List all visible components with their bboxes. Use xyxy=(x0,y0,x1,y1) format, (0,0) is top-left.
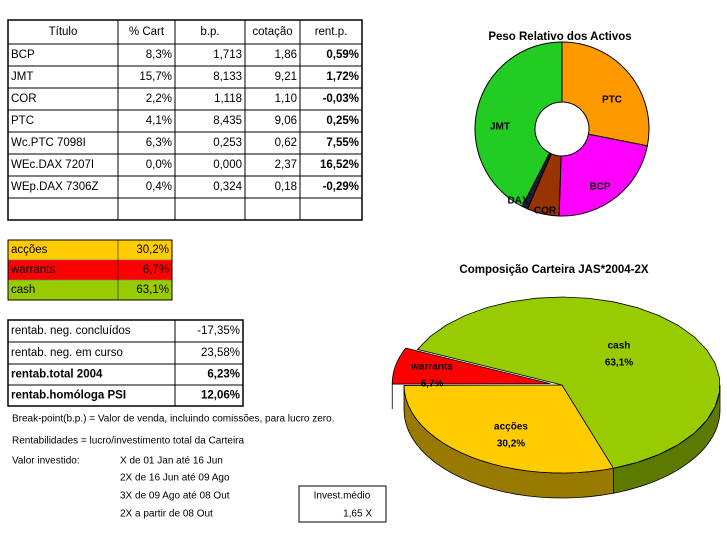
row-label: COR xyxy=(11,93,37,105)
header-cell: rent.p. xyxy=(315,26,348,38)
cell: 7,55% xyxy=(326,137,359,149)
cell: 0,18 xyxy=(275,181,297,193)
note: X de 01 Jan até 16 Jun xyxy=(120,456,223,467)
table-border xyxy=(7,19,363,221)
cell: -0,29% xyxy=(323,181,359,193)
table-border xyxy=(7,239,173,301)
table-border xyxy=(7,319,244,407)
donut-slice xyxy=(561,41,650,147)
slice-label: PTC xyxy=(602,95,622,106)
row-label: cash xyxy=(11,284,35,296)
cell: -17,35% xyxy=(197,325,240,337)
pie-slice xyxy=(403,384,615,474)
value-label: 30,2% xyxy=(497,439,525,450)
cell: 30,2% xyxy=(136,244,169,256)
cell: 8,3% xyxy=(146,49,172,61)
pie-slice xyxy=(391,347,551,385)
row-label: WEc.DAX 7207I xyxy=(11,159,94,171)
slice-label: cash xyxy=(608,341,631,352)
slice-label: warrants xyxy=(410,362,453,373)
slice-label: BCP xyxy=(589,182,610,193)
cell: 1,118 xyxy=(214,93,242,105)
header-cell: Título xyxy=(49,26,78,38)
note: Break-point(b.p.) = Valor de venda, incl… xyxy=(12,414,334,425)
note: 2X a partir de 08 Out xyxy=(120,509,213,520)
row-label: Wc.PTC 7098I xyxy=(11,137,86,149)
cell: 15,7% xyxy=(139,71,172,83)
row-label: rentab. neg. concluídos xyxy=(11,325,131,337)
cell: 4,1% xyxy=(146,115,172,127)
value-label: 63,1% xyxy=(605,358,633,369)
cell: 0,0% xyxy=(146,159,172,171)
cell: 23,58% xyxy=(201,347,240,359)
cell: 1,86 xyxy=(275,49,297,61)
slice-label: JMT xyxy=(490,122,510,133)
chart-title: Peso Relativo dos Activos xyxy=(488,31,631,43)
cell: 8,133 xyxy=(213,71,242,83)
row-label: WEp.DAX 7306Z xyxy=(11,181,99,193)
row-label: BCP xyxy=(11,49,35,61)
cell: 9,06 xyxy=(275,115,297,127)
cell: 0,324 xyxy=(213,181,242,193)
cell: 63,1% xyxy=(136,284,169,296)
chart-title: Composição Carteira JAS*2004-2X xyxy=(459,264,649,276)
header-cell: % Cart xyxy=(129,26,165,38)
cell: 6,23% xyxy=(207,369,240,381)
value-label: 6,7% xyxy=(421,379,444,390)
cell: 0,25% xyxy=(326,115,359,127)
pie-slice xyxy=(416,296,720,469)
average-value: 1,65 X xyxy=(343,509,372,520)
note: 2X de 16 Jun até 09 Ago xyxy=(120,473,230,484)
row-label: rentab.total 2004 xyxy=(11,369,103,381)
cell: 2,2% xyxy=(146,93,172,105)
cell: 12,06% xyxy=(201,390,240,402)
slice-label: COR xyxy=(534,206,557,217)
row-label: rentab.homóloga PSI xyxy=(11,390,126,402)
cell: 1,10 xyxy=(275,93,297,105)
table-border xyxy=(298,485,387,523)
cell: 0,4% xyxy=(146,181,172,193)
cell: 1,713 xyxy=(213,49,242,61)
slice-label: DAX xyxy=(507,196,528,207)
note: 3X de 09 Ago até 08 Out xyxy=(120,491,230,502)
row-label: acções xyxy=(11,244,48,256)
cell: 0,59% xyxy=(326,49,359,61)
cell: 0,000 xyxy=(213,159,242,171)
cell: 16,52% xyxy=(320,159,359,171)
average-label: Invest.médio xyxy=(314,491,371,502)
row-label: warrants xyxy=(10,264,55,276)
cell: 8,435 xyxy=(213,115,242,127)
cell: 1,72% xyxy=(326,71,359,83)
donut-slice xyxy=(474,41,563,208)
cell: 9,21 xyxy=(275,71,297,83)
note: Valor investido: xyxy=(12,456,80,467)
note: Rentabilidades = lucro/investimento tota… xyxy=(12,436,245,447)
cell: -0,03% xyxy=(323,93,359,105)
cell: 2,37 xyxy=(275,159,297,171)
header-cell: cotação xyxy=(252,26,292,38)
cell: 6,7% xyxy=(143,264,169,276)
cell: 0,253 xyxy=(213,137,242,149)
row-label: PTC xyxy=(11,115,34,127)
row-label: rentab. neg. em curso xyxy=(11,347,123,359)
cell: 6,3% xyxy=(146,137,172,149)
header-cell: b.p. xyxy=(200,26,219,38)
donut-slice xyxy=(558,133,648,217)
cell: 0,62 xyxy=(275,137,297,149)
slice-label: acções xyxy=(494,422,528,433)
row-label: JMT xyxy=(11,71,33,83)
